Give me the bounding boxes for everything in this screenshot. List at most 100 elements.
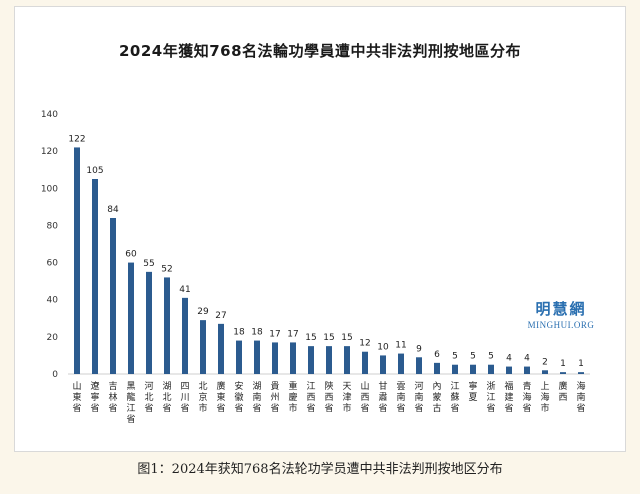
bar-value-label: 15: [341, 333, 352, 343]
bar-value-label: 15: [323, 333, 334, 343]
bar: [254, 340, 260, 374]
category-label: 北京市: [198, 381, 207, 414]
bar: [578, 372, 584, 374]
bar-value-label: 41: [179, 285, 190, 295]
bar: [74, 147, 80, 374]
bar: [128, 262, 134, 374]
category-label: 福建省: [504, 380, 513, 414]
bar-value-label: 1: [578, 359, 584, 369]
bar: [344, 346, 350, 374]
bar-value-label: 27: [215, 311, 226, 321]
bar: [434, 362, 440, 374]
bar-value-label: 5: [488, 352, 494, 362]
bar: [200, 320, 206, 374]
bar-value-label: 17: [269, 329, 280, 339]
bar: [326, 346, 332, 374]
bar: [470, 364, 476, 374]
y-tick-label: 140: [41, 110, 58, 120]
bar-value-label: 18: [251, 328, 263, 338]
bar: [380, 355, 386, 374]
bar: [182, 297, 188, 374]
figure-caption: 图1：2024年获知768名法轮功学员遭中共非法判刑按地区分布: [137, 462, 503, 477]
category-label: 安徽省: [234, 380, 243, 414]
bar-value-label: 11: [395, 341, 406, 351]
bar: [506, 366, 512, 374]
bar-value-label: 10: [377, 342, 389, 352]
bar: [524, 366, 530, 374]
category-label: 上海市: [540, 381, 549, 414]
category-label: 貴州省: [270, 380, 279, 414]
bar-value-label: 1: [560, 359, 566, 369]
category-label: 甘肅省: [378, 380, 387, 414]
category-label: 青海省: [522, 380, 531, 414]
x-axis-labels: 山東省遼寧省吉林省黑龍江省河北省湖北省四川省北京市廣東省安徽省湖南省貴州省重慶市…: [72, 380, 585, 425]
category-label: 遼寧省: [90, 380, 99, 414]
category-label: 天津市: [342, 382, 351, 414]
bar-value-label: 5: [452, 352, 458, 362]
category-label: 江西省: [306, 381, 315, 414]
bar: [416, 357, 422, 374]
bar-value-label: 105: [86, 166, 103, 176]
bar: [146, 271, 152, 374]
category-label: 浙江省: [486, 380, 495, 414]
watermark-en: MINGHUI.ORG: [527, 320, 595, 330]
category-label: 寧夏: [468, 380, 477, 403]
bar: [110, 218, 116, 374]
bar-value-label: 55: [143, 259, 154, 269]
bar-value-label: 6: [434, 350, 440, 360]
category-label: 四川省: [180, 382, 189, 414]
bar-value-label: 4: [506, 354, 512, 364]
bar: [362, 351, 368, 374]
bar: [488, 364, 494, 374]
category-label: 海南省: [576, 380, 585, 414]
category-label: 山西省: [360, 381, 369, 414]
category-label: 雲南省: [396, 381, 405, 414]
category-label: 湖北省: [162, 381, 171, 414]
y-tick-label: 100: [41, 184, 58, 194]
bar: [452, 364, 458, 374]
bar-value-label: 5: [470, 352, 476, 362]
category-label: 重慶市: [288, 380, 297, 414]
bar: [92, 179, 98, 374]
bar-value-label: 15: [305, 333, 316, 343]
category-label: 吉林省: [108, 381, 117, 414]
category-label: 河南省: [414, 380, 423, 414]
bars: [74, 147, 584, 374]
bar-value-label: 84: [107, 205, 119, 215]
bar-value-label: 29: [197, 307, 209, 317]
bar-value-label: 4: [524, 354, 530, 364]
bar: [272, 342, 278, 374]
y-tick-label: 120: [41, 147, 58, 157]
bar-value-label: 9: [416, 344, 422, 354]
category-label: 山東省: [72, 381, 81, 414]
minghui-watermark: 明慧網 MINGHUI.ORG: [506, 298, 616, 330]
bar: [236, 340, 242, 374]
bar-value-label: 52: [161, 264, 172, 274]
y-tick-label: 40: [47, 296, 59, 306]
y-tick-label: 60: [47, 259, 59, 269]
bar: [398, 353, 404, 374]
bar: [308, 346, 314, 374]
category-label: 廣西: [558, 380, 567, 403]
category-label: 黑龍江省: [126, 381, 135, 425]
chart-title: 2024年獲知768名法輪功學員遭中共非法判刑按地區分布: [118, 42, 522, 60]
bar: [290, 342, 296, 374]
bar: [560, 372, 566, 374]
bar: [218, 323, 224, 374]
bar: [164, 277, 170, 374]
category-label: 湖南省: [252, 381, 261, 414]
bar-value-label: 18: [233, 328, 245, 338]
bar-value-label: 122: [68, 134, 85, 144]
bar-value-label: 12: [359, 339, 370, 349]
bar-value-label: 60: [125, 250, 137, 260]
bar-value-label: 2: [542, 357, 548, 367]
bar: [542, 370, 548, 374]
category-label: 內蒙古: [432, 381, 441, 414]
watermark-cn: 明慧網: [535, 300, 587, 318]
category-label: 廣東省: [216, 380, 225, 414]
bar-value-label: 17: [287, 329, 298, 339]
category-label: 河北省: [144, 380, 153, 414]
y-tick-label: 0: [52, 370, 58, 380]
